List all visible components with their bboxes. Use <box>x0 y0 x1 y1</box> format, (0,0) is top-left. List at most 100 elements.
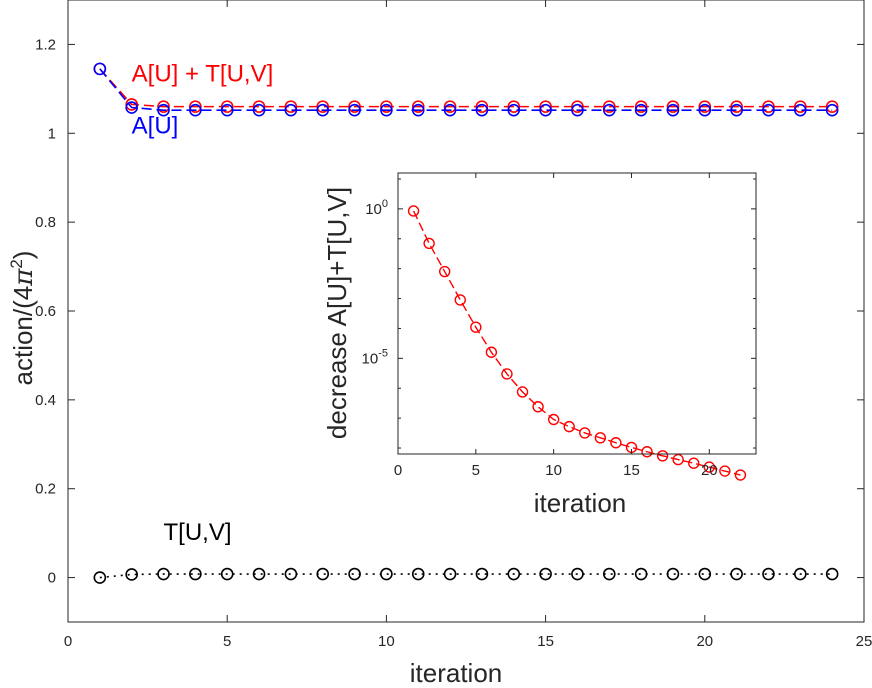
data-point <box>316 103 330 117</box>
inset-x-tick-label: 10 <box>545 462 562 479</box>
data-point <box>666 100 680 113</box>
inset-x-tick-label: 15 <box>623 462 640 479</box>
data-point <box>284 567 298 581</box>
inset-data-point <box>423 237 435 250</box>
data-point <box>571 100 584 113</box>
main-y-tick-label: 0.6 <box>35 303 56 320</box>
inset-data-point <box>719 465 731 477</box>
inset-data-point <box>610 437 622 449</box>
data-point <box>507 567 521 581</box>
inset-data-point <box>688 457 700 469</box>
inset-series-group <box>407 205 747 481</box>
inset-data-point <box>454 294 466 306</box>
main-x-tick-label: 20 <box>696 633 713 650</box>
data-point <box>411 103 425 117</box>
data-point <box>348 567 361 581</box>
data-point <box>189 567 202 581</box>
data-point <box>634 100 648 113</box>
data-point <box>602 103 616 117</box>
annotation-t: T[U,V] <box>164 519 232 546</box>
data-point <box>730 100 743 113</box>
data-point <box>157 567 170 581</box>
inset-data-point <box>470 321 482 333</box>
main-x-tick-label: 15 <box>537 633 554 650</box>
main-y-ticks: 0 0.2 0.4 0.6 0.8 1 1.2 <box>35 36 864 587</box>
inset-data-point <box>547 413 560 426</box>
inset-data-point <box>734 469 747 481</box>
main-y-tick-label: 0.2 <box>35 481 56 498</box>
main-y-tick-label: 0.8 <box>35 214 56 231</box>
inset-data-point <box>641 446 653 458</box>
inset-plot-area <box>398 173 756 454</box>
main-y-axis-label: action/(4π2) <box>7 251 39 386</box>
inset-y-tick-exponent: 0 <box>382 198 388 210</box>
data-point <box>443 100 457 113</box>
series-a-u-t-u-v <box>93 62 839 113</box>
data-point <box>380 567 393 581</box>
main-y-tick-label: 1.2 <box>35 36 56 53</box>
data-point <box>189 103 202 117</box>
inset-data-point <box>501 368 513 380</box>
data-point <box>507 103 521 117</box>
main-y-axis-label-pi: π <box>9 268 39 287</box>
data-point <box>125 98 138 111</box>
data-point <box>571 567 584 581</box>
inset-data-point <box>438 265 451 278</box>
main-y-axis-label-text: action/(4 <box>8 286 38 386</box>
data-point <box>475 103 489 117</box>
data-point <box>730 567 743 581</box>
data-point <box>411 567 425 581</box>
main-y-axis-label-close: ) <box>8 251 38 260</box>
data-point <box>794 100 807 113</box>
inset-axes-box <box>397 172 757 455</box>
data-point <box>539 103 552 117</box>
main-x-ticks: 0 5 10 15 20 25 <box>64 0 872 650</box>
data-point <box>93 571 107 584</box>
inset-data-point <box>594 432 607 444</box>
data-point <box>252 100 266 113</box>
data-point <box>762 567 775 581</box>
inset-data-point <box>485 346 498 358</box>
inset-x-axis-label: iteration <box>534 488 627 518</box>
inset-data-point <box>703 461 716 473</box>
inset-x-tick-label: 0 <box>394 462 402 479</box>
inset-y-axis-label: decrease A[U]+T[U,V] <box>322 187 352 439</box>
data-point <box>443 103 457 117</box>
inset-data-point <box>563 420 575 433</box>
main-x-tick-label: 10 <box>378 633 395 650</box>
inset-y-tick-label: 100 <box>365 198 388 218</box>
inset-data-point <box>672 453 684 466</box>
data-point <box>794 567 807 581</box>
data-point <box>220 567 234 581</box>
data-point <box>602 567 616 581</box>
data-point <box>380 103 393 117</box>
data-point <box>475 567 489 581</box>
data-point <box>220 100 234 113</box>
main-y-tick-label: 1 <box>48 125 56 142</box>
annotation-a: A[U] <box>132 112 179 139</box>
data-point <box>507 100 521 113</box>
data-point <box>666 567 680 581</box>
data-point <box>157 103 170 117</box>
main-y-tick-label: 0.4 <box>35 392 56 409</box>
data-point <box>666 103 680 117</box>
inset-y-tick-base: 10 <box>362 350 379 367</box>
main-x-axis-label: iteration <box>410 658 503 688</box>
inset-x-ticks: 0 5 10 15 20 <box>394 173 718 479</box>
data-point <box>794 103 807 117</box>
data-point <box>252 103 266 117</box>
data-point <box>93 62 107 76</box>
inset-data-point <box>532 401 544 413</box>
data-point <box>348 103 361 117</box>
data-point <box>443 567 457 581</box>
data-point <box>825 567 839 581</box>
data-point <box>316 100 330 113</box>
inset-data-point <box>407 205 420 217</box>
main-y-axis-label-exponent: 2 <box>7 259 26 268</box>
data-point <box>475 100 489 113</box>
inset-x-tick-label: 20 <box>701 462 718 479</box>
data-point <box>380 100 393 113</box>
